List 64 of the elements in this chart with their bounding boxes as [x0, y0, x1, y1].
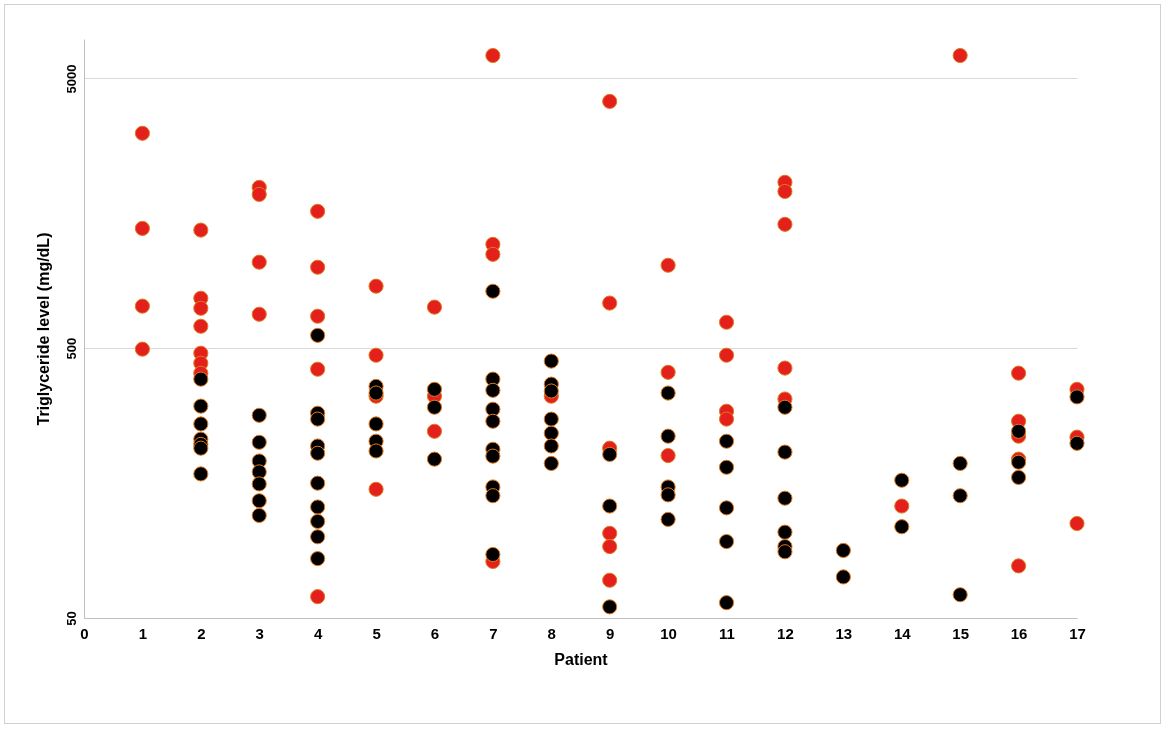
point: [426, 423, 443, 439]
point: [193, 300, 209, 316]
point: [777, 360, 793, 376]
x-tick-label: 12: [777, 624, 794, 642]
y-tick-label: 5000: [63, 64, 79, 94]
y-tick-label: 500: [63, 337, 79, 360]
point: [718, 347, 735, 363]
point: [368, 481, 384, 497]
point: [134, 341, 150, 357]
y-axis-title: Triglyceride level (mg/dL): [34, 232, 52, 426]
point: [134, 125, 150, 141]
point: [368, 278, 384, 294]
point: [952, 47, 968, 64]
point: [310, 589, 326, 605]
point: [310, 259, 326, 275]
x-tick-label: 13: [835, 624, 853, 642]
x-tick-label: 6: [430, 624, 440, 642]
x-tick-label: 14: [893, 624, 912, 642]
point: [602, 295, 618, 311]
point: [718, 411, 735, 427]
point: [602, 539, 618, 555]
x-tick-label: 2: [197, 624, 206, 642]
point: [718, 314, 735, 330]
x-tick-label: 3: [255, 624, 264, 642]
point: [426, 299, 443, 315]
x-axis-title: Patient: [554, 650, 609, 668]
point: [602, 525, 618, 541]
point: [660, 364, 676, 380]
point: [251, 254, 267, 270]
x-tick-label: 0: [80, 624, 89, 642]
y-tick-label: 50: [63, 611, 79, 626]
point: [251, 306, 267, 322]
x-tick-label: 11: [719, 624, 735, 642]
point: [777, 183, 793, 199]
x-tick-label: 15: [952, 624, 970, 642]
x-tick-label: 5: [372, 624, 381, 642]
point: [660, 448, 676, 464]
point: [251, 186, 267, 202]
x-tick-label: 17: [1069, 624, 1086, 642]
point: [1069, 515, 1085, 532]
point: [310, 203, 326, 219]
x-tick-label: 7: [489, 624, 498, 642]
point: [485, 246, 501, 262]
x-tick-label: 8: [547, 624, 556, 642]
point: [777, 216, 793, 232]
point: [193, 222, 209, 238]
point: [368, 347, 384, 363]
point: [1011, 365, 1027, 381]
point: [310, 308, 326, 324]
point: [193, 318, 209, 334]
point: [660, 257, 676, 273]
point: [134, 298, 150, 314]
point: [485, 47, 501, 64]
point: [1011, 558, 1027, 574]
point: [310, 361, 326, 377]
x-tick-label: 1: [138, 624, 148, 642]
point: [894, 498, 910, 514]
x-tick-label: 4: [313, 624, 323, 642]
point: [602, 572, 618, 588]
x-tick-label: 16: [1010, 624, 1028, 642]
point: [602, 93, 618, 109]
x-tick-label: 10: [660, 624, 677, 642]
x-tick-label: 9: [606, 624, 615, 642]
point: [134, 220, 150, 236]
